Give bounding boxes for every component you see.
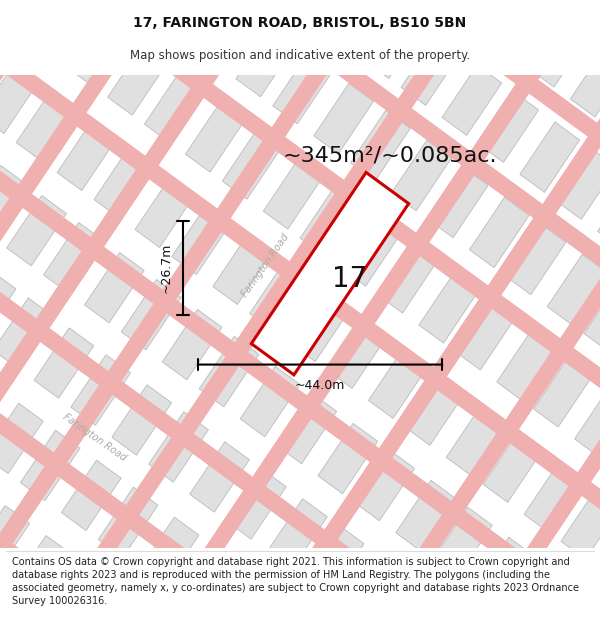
Polygon shape	[71, 355, 131, 425]
Polygon shape	[251, 173, 409, 375]
Polygon shape	[433, 508, 493, 578]
Polygon shape	[0, 0, 455, 625]
Polygon shape	[483, 432, 543, 502]
Polygon shape	[0, 0, 527, 625]
Polygon shape	[388, 135, 600, 625]
Polygon shape	[254, 601, 314, 625]
Polygon shape	[0, 0, 600, 464]
Polygon shape	[213, 234, 272, 304]
Polygon shape	[20, 430, 80, 501]
Polygon shape	[94, 147, 154, 218]
Polygon shape	[0, 0, 49, 28]
Polygon shape	[244, 30, 600, 625]
Polygon shape	[506, 224, 566, 294]
Polygon shape	[0, 198, 600, 625]
Polygon shape	[584, 281, 600, 352]
Polygon shape	[44, 222, 103, 293]
Polygon shape	[323, 0, 383, 48]
Polygon shape	[172, 204, 232, 274]
Polygon shape	[382, 582, 442, 625]
Polygon shape	[473, 538, 533, 608]
Polygon shape	[406, 375, 465, 446]
Polygon shape	[350, 111, 410, 181]
Polygon shape	[290, 291, 350, 361]
Polygon shape	[529, 17, 589, 87]
Polygon shape	[316, 82, 600, 625]
Polygon shape	[27, 0, 600, 625]
Polygon shape	[185, 102, 245, 172]
Polygon shape	[456, 299, 515, 370]
Polygon shape	[277, 393, 337, 464]
Polygon shape	[67, 15, 127, 85]
Polygon shape	[89, 592, 148, 625]
Polygon shape	[99, 0, 600, 625]
Text: ~345m²/~0.085ac.: ~345m²/~0.085ac.	[283, 146, 497, 166]
Polygon shape	[131, 0, 600, 220]
Polygon shape	[423, 612, 483, 625]
Polygon shape	[304, 526, 364, 596]
Polygon shape	[263, 159, 323, 229]
Text: Contains OS data © Crown copyright and database right 2021. This information is : Contains OS data © Crown copyright and d…	[12, 557, 579, 606]
Polygon shape	[341, 216, 401, 286]
Polygon shape	[0, 360, 497, 625]
Polygon shape	[0, 0, 167, 454]
Polygon shape	[23, 0, 600, 382]
Polygon shape	[77, 0, 600, 301]
Polygon shape	[171, 0, 600, 625]
Text: 17, FARINGTON ROAD, BRISTOL, BS10 5BN: 17, FARINGTON ROAD, BRISTOL, BS10 5BN	[133, 16, 467, 30]
Polygon shape	[551, 594, 600, 625]
Polygon shape	[479, 92, 539, 162]
Polygon shape	[176, 544, 236, 614]
Polygon shape	[268, 499, 327, 569]
Polygon shape	[314, 83, 373, 154]
Polygon shape	[0, 198, 600, 625]
Polygon shape	[250, 261, 310, 331]
Polygon shape	[16, 90, 76, 161]
Polygon shape	[368, 348, 428, 418]
Polygon shape	[316, 82, 600, 625]
Polygon shape	[396, 481, 455, 551]
Polygon shape	[0, 0, 383, 612]
Polygon shape	[11, 536, 71, 606]
Polygon shape	[117, 0, 177, 10]
Polygon shape	[520, 122, 580, 192]
Polygon shape	[0, 116, 600, 625]
Polygon shape	[346, 556, 405, 625]
Text: Farington Road: Farington Road	[239, 232, 290, 299]
Polygon shape	[149, 412, 208, 482]
Polygon shape	[0, 279, 551, 625]
Polygon shape	[223, 129, 282, 199]
Polygon shape	[0, 360, 497, 625]
Polygon shape	[77, 0, 600, 301]
Polygon shape	[557, 149, 600, 219]
Polygon shape	[195, 0, 254, 67]
Polygon shape	[575, 387, 600, 457]
Polygon shape	[163, 309, 222, 380]
Polygon shape	[0, 298, 53, 368]
Polygon shape	[0, 0, 239, 506]
Polygon shape	[0, 441, 443, 625]
Polygon shape	[0, 279, 551, 625]
Polygon shape	[227, 469, 286, 539]
Polygon shape	[23, 0, 600, 382]
Polygon shape	[0, 0, 311, 559]
Polygon shape	[0, 0, 600, 464]
Polygon shape	[286, 0, 346, 21]
Polygon shape	[139, 517, 199, 588]
Polygon shape	[533, 357, 593, 427]
Polygon shape	[364, 8, 424, 78]
Polygon shape	[0, 506, 29, 576]
Text: 17: 17	[332, 265, 368, 293]
Polygon shape	[0, 0, 455, 625]
Polygon shape	[0, 166, 25, 236]
Polygon shape	[158, 0, 218, 40]
Polygon shape	[0, 0, 12, 1]
Polygon shape	[7, 196, 67, 266]
Polygon shape	[217, 574, 277, 625]
Polygon shape	[0, 0, 239, 506]
Polygon shape	[598, 179, 600, 249]
Polygon shape	[419, 272, 479, 343]
